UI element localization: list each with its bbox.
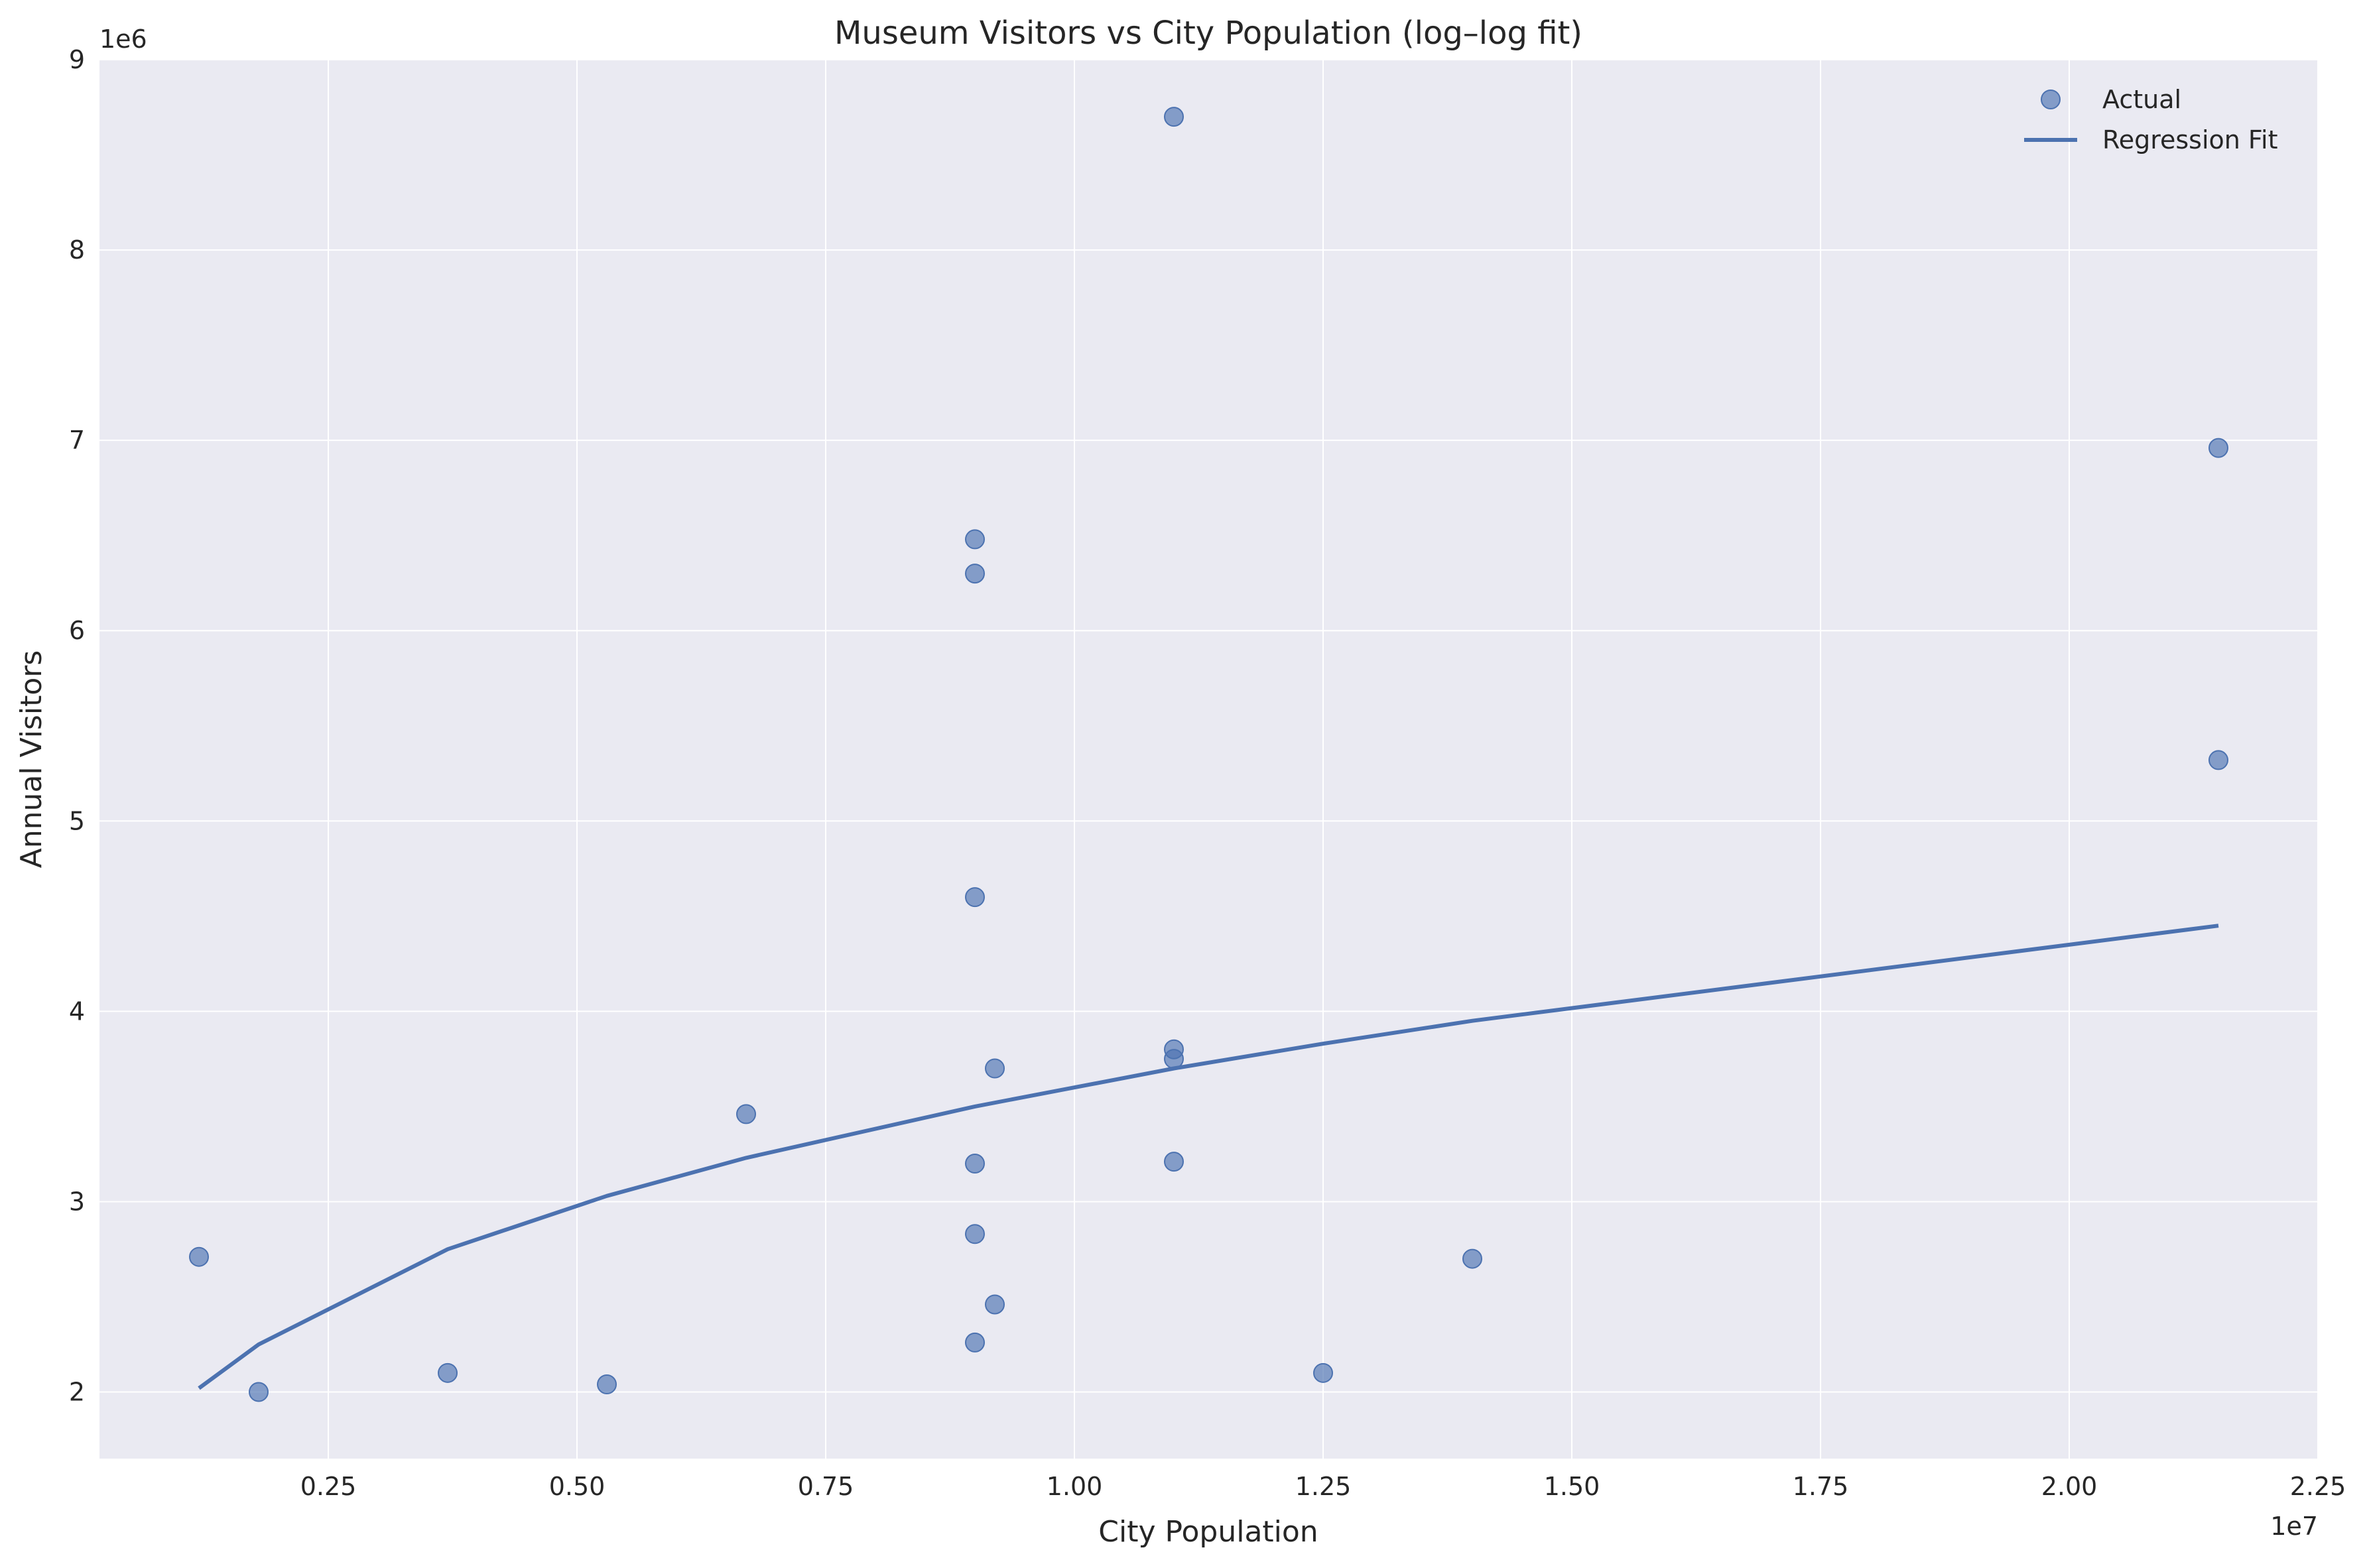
- x-axis-ticks: 0.25 0.50 0.75 1.00 1.25 1.50 1.75 2.00 2.25: [300, 1472, 2346, 1501]
- data-point: [438, 1362, 458, 1383]
- y-tick-label: 6: [69, 616, 85, 645]
- data-point: [1462, 1248, 1482, 1269]
- data-point: [965, 1224, 985, 1244]
- x-tick-label: 1.25: [1295, 1472, 1352, 1501]
- y-tick-label: 8: [69, 235, 85, 265]
- data-point: [1313, 1362, 1333, 1383]
- data-point: [965, 887, 985, 908]
- x-tick-label: 1.00: [1047, 1472, 1103, 1501]
- x-offset-label: 1e7: [2270, 1512, 2318, 1541]
- legend: Actual Regression Fit: [2024, 85, 2277, 154]
- y-tick-label: 4: [69, 996, 85, 1026]
- actual-points-layer: [189, 107, 2228, 1402]
- y-offset-label: 1e6: [99, 25, 147, 54]
- y-tick-label: 3: [69, 1187, 85, 1216]
- data-point: [1164, 1049, 1184, 1069]
- data-point: [965, 529, 985, 550]
- data-point: [1164, 107, 1184, 127]
- data-point: [1164, 1152, 1184, 1172]
- y-tick-label: 2: [69, 1378, 85, 1407]
- data-point: [985, 1058, 1005, 1079]
- data-point: [736, 1104, 756, 1124]
- x-tick-label: 0.50: [549, 1472, 606, 1501]
- x-tick-label: 1.75: [1793, 1472, 1849, 1501]
- data-point: [965, 1154, 985, 1174]
- data-point: [189, 1246, 209, 1267]
- x-tick-label: 0.25: [300, 1472, 357, 1501]
- x-tick-label: 2.00: [2041, 1472, 2098, 1501]
- x-tick-label: 1.50: [1544, 1472, 1600, 1501]
- y-tick-label: 7: [69, 426, 85, 455]
- data-point: [965, 1332, 985, 1353]
- y-axis-label: Annual Visitors: [15, 650, 48, 869]
- y-tick-label: 5: [69, 806, 85, 835]
- regression-fit-layer: [198, 924, 2219, 1390]
- x-axis-label: City Population: [1098, 1515, 1318, 1549]
- grid-lines: [99, 59, 2319, 1459]
- y-axis-ticks: 2 3 4 5 6 7 8 9: [69, 45, 85, 1407]
- chart-title: Museum Visitors vs City Population (log–…: [834, 15, 1582, 52]
- legend-marker-actual: [2041, 90, 2061, 109]
- regression-fit-line: [198, 924, 2219, 1390]
- x-tick-label: 0.75: [798, 1472, 854, 1501]
- plot-background: [99, 60, 2318, 1459]
- y-tick-label: 9: [69, 45, 85, 74]
- data-point: [985, 1294, 1005, 1315]
- data-point: [249, 1382, 269, 1402]
- legend-label-actual: Actual: [2102, 85, 2181, 114]
- x-tick-label: 2.25: [2290, 1472, 2346, 1501]
- data-point: [597, 1374, 617, 1395]
- data-point: [2208, 750, 2228, 770]
- data-point: [2208, 438, 2228, 458]
- data-point: [965, 564, 985, 584]
- legend-label-regression: Regression Fit: [2102, 125, 2277, 154]
